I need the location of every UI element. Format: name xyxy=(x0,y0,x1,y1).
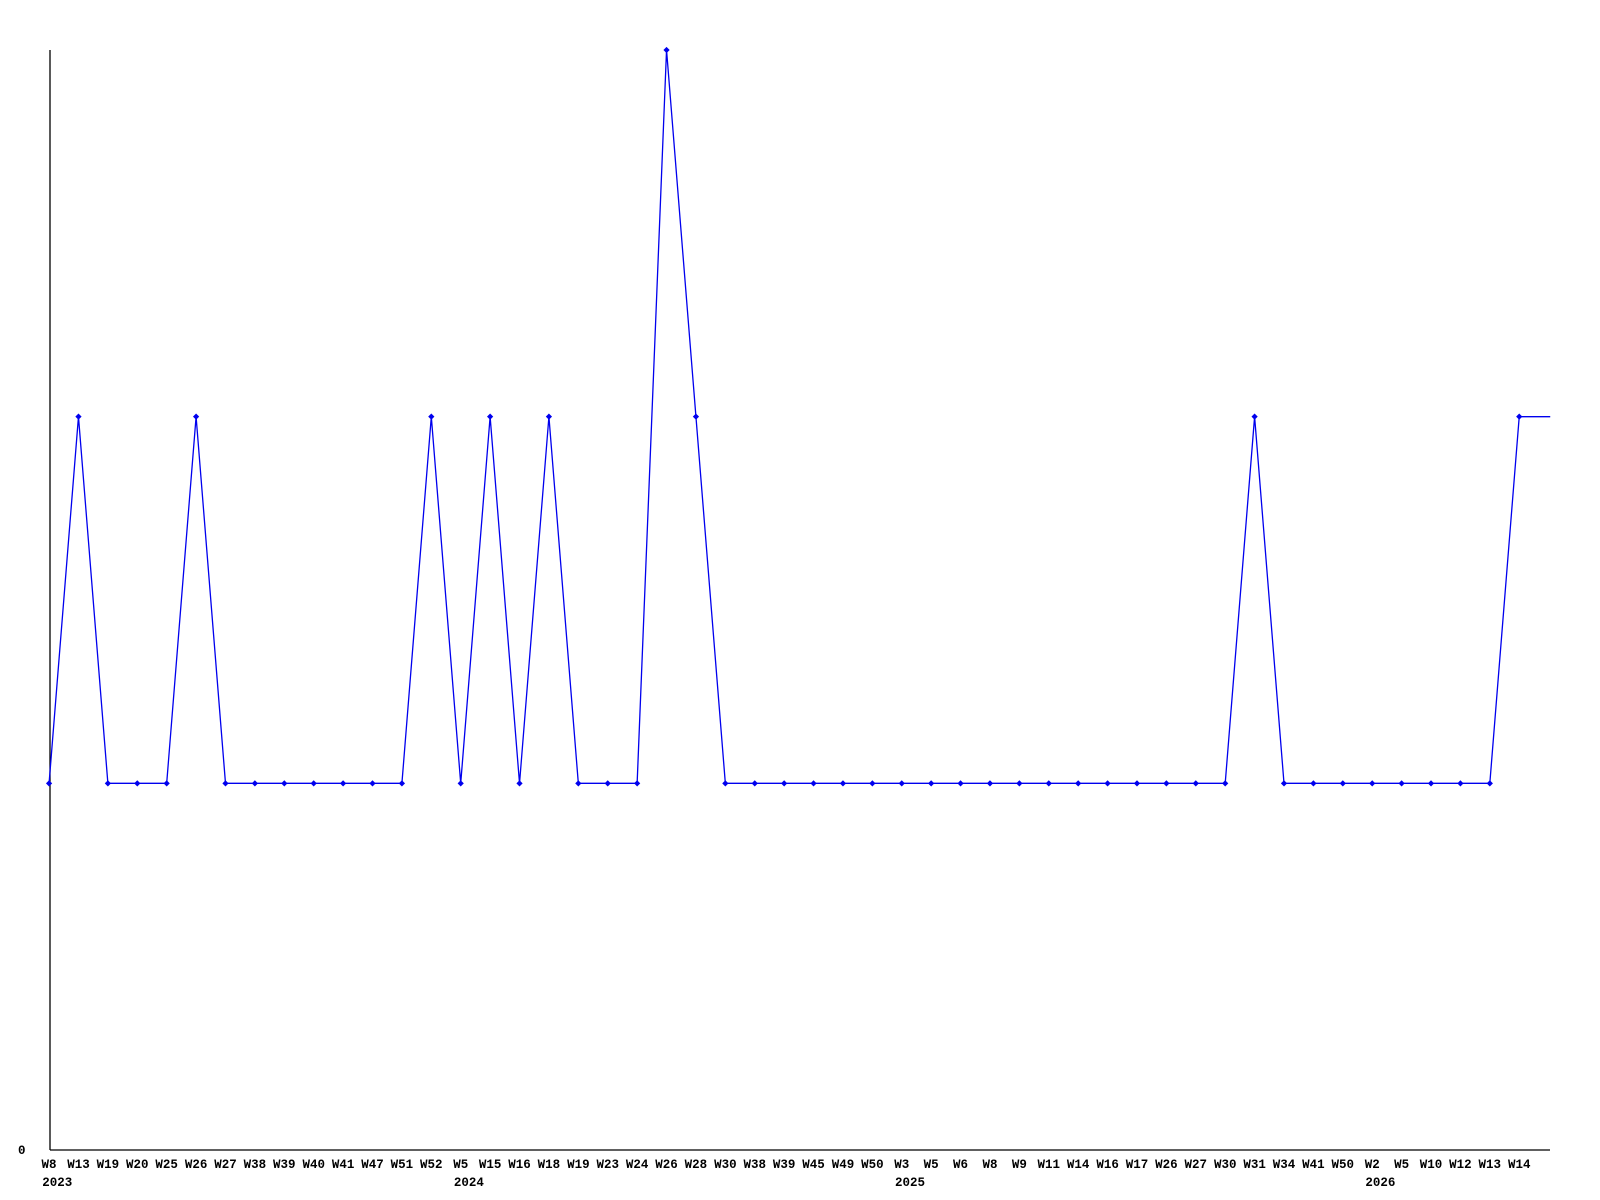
svg-text:W14: W14 xyxy=(1067,1158,1090,1172)
svg-text:W27: W27 xyxy=(1185,1158,1208,1172)
svg-text:W38: W38 xyxy=(743,1158,766,1172)
svg-text:W24: W24 xyxy=(626,1158,649,1172)
svg-text:W16: W16 xyxy=(1096,1158,1119,1172)
svg-text:W5: W5 xyxy=(924,1158,939,1172)
svg-text:W31: W31 xyxy=(1243,1158,1266,1172)
svg-text:W38: W38 xyxy=(244,1158,267,1172)
svg-text:W8: W8 xyxy=(982,1158,997,1172)
svg-text:W8: W8 xyxy=(42,1158,57,1172)
svg-text:W13: W13 xyxy=(1479,1158,1502,1172)
svg-text:W49: W49 xyxy=(832,1158,855,1172)
svg-text:2025: 2025 xyxy=(895,1176,925,1190)
svg-text:W34: W34 xyxy=(1273,1158,1296,1172)
svg-text:W6: W6 xyxy=(953,1158,968,1172)
svg-text:2024: 2024 xyxy=(454,1176,485,1190)
svg-text:W50: W50 xyxy=(1332,1158,1355,1172)
svg-text:0: 0 xyxy=(18,1144,26,1158)
svg-text:W27: W27 xyxy=(214,1158,237,1172)
svg-text:W3: W3 xyxy=(894,1158,909,1172)
svg-text:2023: 2023 xyxy=(42,1176,72,1190)
svg-text:W5: W5 xyxy=(453,1158,468,1172)
svg-text:W39: W39 xyxy=(273,1158,296,1172)
svg-text:W18: W18 xyxy=(538,1158,561,1172)
svg-text:W10: W10 xyxy=(1420,1158,1443,1172)
svg-text:W47: W47 xyxy=(361,1158,384,1172)
svg-text:W19: W19 xyxy=(97,1158,120,1172)
svg-text:W15: W15 xyxy=(479,1158,502,1172)
svg-text:W26: W26 xyxy=(1155,1158,1178,1172)
svg-text:W25: W25 xyxy=(155,1158,178,1172)
svg-text:W39: W39 xyxy=(773,1158,796,1172)
svg-text:W52: W52 xyxy=(420,1158,443,1172)
svg-text:W20: W20 xyxy=(126,1158,149,1172)
svg-text:W11: W11 xyxy=(1038,1158,1061,1172)
svg-text:W50: W50 xyxy=(861,1158,884,1172)
svg-text:W28: W28 xyxy=(685,1158,708,1172)
svg-text:W41: W41 xyxy=(1302,1158,1325,1172)
svg-text:W30: W30 xyxy=(1214,1158,1237,1172)
svg-text:W26: W26 xyxy=(655,1158,678,1172)
svg-text:W40: W40 xyxy=(302,1158,325,1172)
svg-text:W14: W14 xyxy=(1508,1158,1531,1172)
svg-text:W45: W45 xyxy=(802,1158,825,1172)
svg-text:W51: W51 xyxy=(391,1158,414,1172)
svg-text:W12: W12 xyxy=(1449,1158,1472,1172)
svg-text:W41: W41 xyxy=(332,1158,355,1172)
svg-text:W5: W5 xyxy=(1394,1158,1409,1172)
svg-text:2026: 2026 xyxy=(1365,1176,1395,1190)
svg-text:W23: W23 xyxy=(596,1158,619,1172)
svg-text:W2: W2 xyxy=(1365,1158,1380,1172)
svg-text:W26: W26 xyxy=(185,1158,208,1172)
svg-text:W19: W19 xyxy=(567,1158,590,1172)
svg-text:W17: W17 xyxy=(1126,1158,1149,1172)
svg-text:W16: W16 xyxy=(508,1158,531,1172)
svg-text:W13: W13 xyxy=(67,1158,90,1172)
svg-text:W30: W30 xyxy=(714,1158,737,1172)
svg-text:W9: W9 xyxy=(1012,1158,1027,1172)
